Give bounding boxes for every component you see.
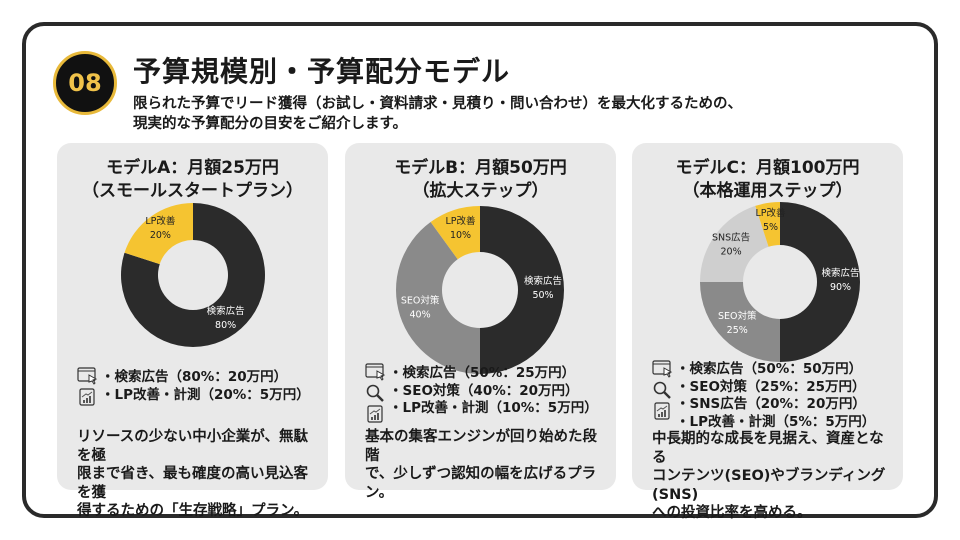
donut-slice xyxy=(396,222,480,374)
page-title: 予算規模別・予算配分モデル xyxy=(133,55,511,88)
card-title-line: モデルB：月額50万円 xyxy=(394,158,567,178)
slide-frame xyxy=(22,22,938,518)
donut-chart: 検索広告 50% SEO対策 40% LP改善 10% xyxy=(396,206,564,374)
browser-cursor-icon xyxy=(365,363,387,381)
chart-icon xyxy=(652,402,674,420)
card-title-line: （本格運用ステップ） xyxy=(682,181,853,201)
slice-name: 検索広告 xyxy=(207,305,245,317)
description-line: 基本の集客エンジンが回り始めた段階 xyxy=(365,429,597,464)
plan-description: 中長期的な成長を見据え、資産となる コンテンツ(SEO)やブランディング(SNS)… xyxy=(652,430,889,523)
slice-name: LP改善 xyxy=(446,215,477,227)
card-title-line: （拡大ステップ） xyxy=(412,181,549,201)
plan-description: リソースの少ない中小企業が、無駄を極 限まで省き、最も確度の高い見込客を獲得するた… xyxy=(77,428,314,521)
section-number-badge: 08 xyxy=(53,51,117,115)
budget-item: ・SNS広告（20%：20万円） xyxy=(676,396,866,412)
donut-slice xyxy=(700,205,769,282)
donut-slice xyxy=(780,202,860,362)
card-title-line: モデルC：月額100万円 xyxy=(675,158,860,178)
slice-label: 5% xyxy=(763,222,778,233)
subtitle-line-2: 現実的な予算配分の目安をご紹介します。 xyxy=(133,116,408,132)
donut-slice xyxy=(430,206,480,260)
slice-name: LP改善 xyxy=(756,207,787,219)
description-line: への投資比率を高める。 xyxy=(652,505,812,521)
donut-slice xyxy=(124,203,193,265)
donut-slice xyxy=(121,203,265,347)
subtitle-line-1: 限られた予算でリード獲得（お試し・資料請求・見積り・問い合わせ）を最大化するため… xyxy=(133,96,742,112)
model-card-b: モデルB：月額50万円 （拡大ステップ） 検索広告 50% SEO対策 40% LP改善 10… xyxy=(345,143,616,501)
slice-label: 90% xyxy=(830,282,851,293)
slice-label: 40% xyxy=(410,309,431,320)
slice-name: SNS広告 xyxy=(712,231,750,243)
budget-item: ・SEO対策（40%：20万円） xyxy=(389,382,579,399)
budget-item: ・LP改善・計測（5%：5万円） xyxy=(676,413,876,430)
budget-item: ・検索広告（80%：20万円） xyxy=(101,369,288,385)
slice-name: LP改善 xyxy=(145,215,176,227)
chart-icon xyxy=(77,388,99,406)
donut-slice xyxy=(755,202,780,247)
model-card-c: モデルC：月額100万円 （本格運用ステップ） 検索広告 90% SEO対策 25% SNS… xyxy=(632,143,903,521)
slice-label: 10% xyxy=(450,230,471,241)
slice-label: 20% xyxy=(720,246,741,257)
description-line: リソースの少ない中小企業が、無駄を極 xyxy=(77,429,308,464)
slice-name: 検索広告 xyxy=(821,267,859,279)
donut-slice xyxy=(480,206,564,374)
description-line: 限まで省き、最も確度の高い見込客を獲 xyxy=(77,466,308,501)
browser-cursor-icon xyxy=(652,360,674,378)
donut-slice xyxy=(700,282,780,362)
budget-item: ・検索広告（50%：50万円） xyxy=(676,361,863,377)
slice-label: 80% xyxy=(215,320,236,331)
chart-icon xyxy=(365,405,387,423)
slice-name: SEO対策 xyxy=(718,310,757,322)
plan-description: 基本の集客エンジンが回り始めた段階 で、少しずつ認知の幅を広げるプラン。 xyxy=(365,428,602,502)
budget-item: ・SEO対策（25%：25万円） xyxy=(676,378,866,395)
description-line: 中長期的な成長を見据え、資産となる xyxy=(652,431,884,466)
budget-item: ・検索広告（50%：25万円） xyxy=(389,365,576,381)
description-line: 得するための「生存戦略」プラン。 xyxy=(77,503,309,519)
magnifier-icon xyxy=(365,384,387,402)
browser-cursor-icon xyxy=(77,367,99,385)
slice-label: 50% xyxy=(532,290,553,301)
donut-chart: 検索広告 90% SEO対策 25% SNS広告 20% LP改善 5% xyxy=(700,202,860,362)
slice-name: 検索広告 xyxy=(524,275,562,287)
budget-item: ・LP改善・計測（10%：5万円） xyxy=(389,400,598,416)
slice-label: 20% xyxy=(150,230,171,241)
description-line: コンテンツ(SEO)やブランディング(SNS) xyxy=(652,468,886,503)
slice-name: SEO対策 xyxy=(401,294,440,306)
description-line: で、少しずつ認知の幅を広げるプラン。 xyxy=(365,466,597,501)
slice-label: 25% xyxy=(727,325,748,336)
magnifier-icon xyxy=(652,381,674,399)
card-title-line: （スモールスタートプラン） xyxy=(82,181,303,201)
donut-chart: 検索広告 80% LP改善 20% xyxy=(121,203,265,347)
budget-item: ・LP改善・計測（20%：5万円） xyxy=(101,386,310,403)
card-title-line: モデルA：月額25万円 xyxy=(106,158,279,178)
model-card-a: モデルA：月額25万円 （スモールスタートプラン） 検索広告 80% LP改善 20% ・検… xyxy=(57,143,328,519)
